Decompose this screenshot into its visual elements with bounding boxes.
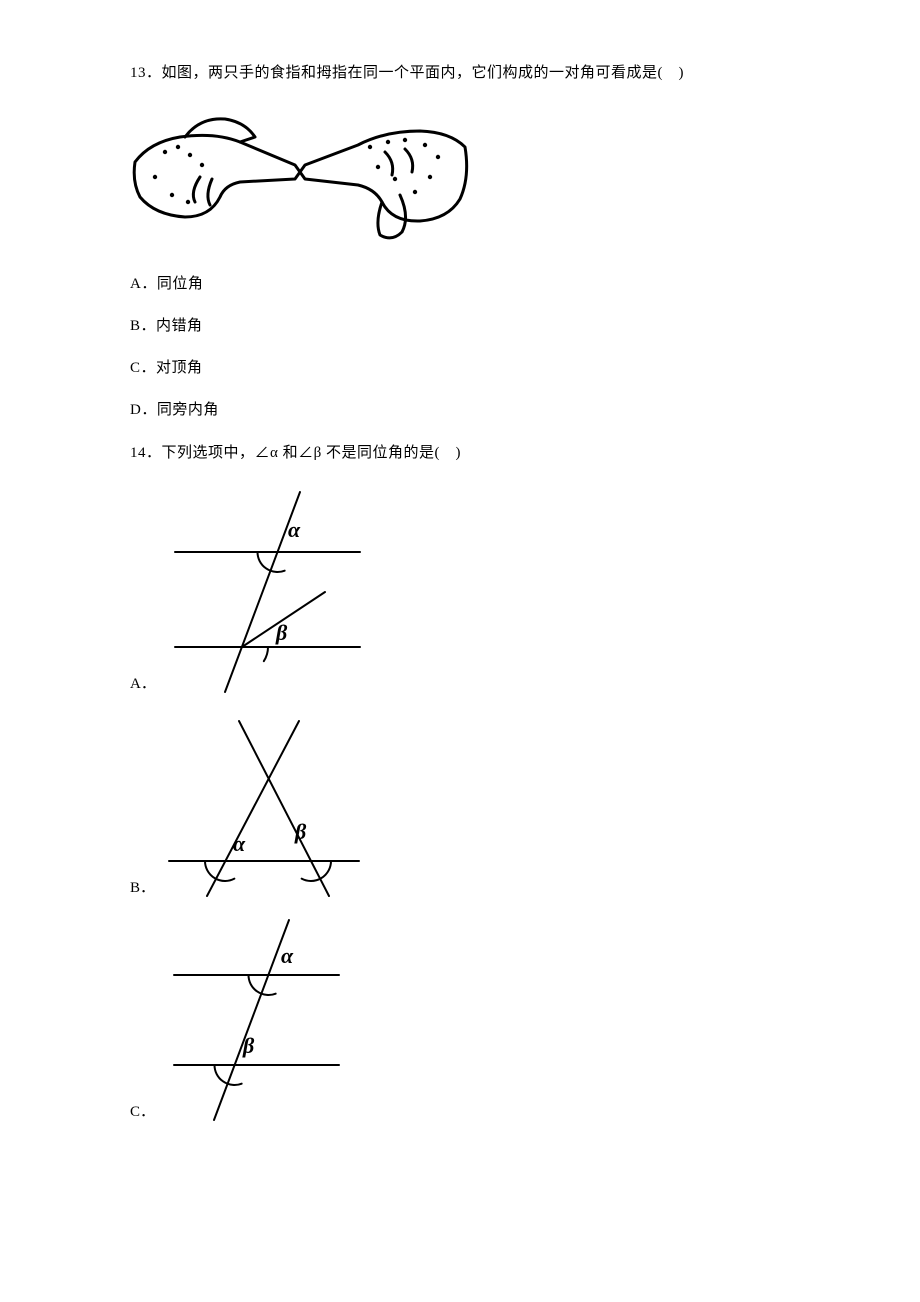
q13-text: 如图，两只手的食指和拇指在同一个平面内，它们构成的一对角可看成是( ): [162, 65, 685, 81]
q14-option-c-row: C． αβ: [130, 915, 790, 1125]
q14-number: 14．: [130, 445, 162, 461]
q13-option-b: B．内错角: [130, 314, 790, 338]
q13-number: 13．: [130, 65, 162, 81]
svg-text:α: α: [233, 831, 246, 856]
q14-diagram-a: αβ: [160, 487, 370, 697]
q14-option-c-letter: C．: [130, 1100, 155, 1125]
svg-text:α: α: [281, 943, 294, 968]
q14-option-b-letter: B．: [130, 876, 155, 901]
q13-option-d: D．同旁内角: [130, 398, 790, 422]
q14-diagram-b: αβ: [159, 711, 369, 901]
q14-text: 下列选项中，∠α 和∠β 不是同位角的是( ): [162, 445, 461, 461]
svg-text:β: β: [294, 819, 307, 844]
q13-option-a: A．同位角: [130, 272, 790, 296]
svg-text:β: β: [275, 620, 288, 645]
q14-option-b-row: B． αβ: [130, 711, 790, 901]
q14-stem: 14．下列选项中，∠α 和∠β 不是同位角的是( ): [130, 440, 790, 467]
svg-text:α: α: [288, 517, 301, 542]
q14-option-a-letter: A．: [130, 672, 156, 697]
svg-text:β: β: [242, 1033, 255, 1058]
q13-hands-figure: [130, 107, 790, 252]
q13-option-c: C．对顶角: [130, 356, 790, 380]
q14-option-a-row: A． αβ: [130, 487, 790, 697]
q13-stem: 13．如图，两只手的食指和拇指在同一个平面内，它们构成的一对角可看成是( ): [130, 60, 790, 87]
hands-icon: [130, 107, 470, 247]
q14-diagram-c: αβ: [159, 915, 349, 1125]
